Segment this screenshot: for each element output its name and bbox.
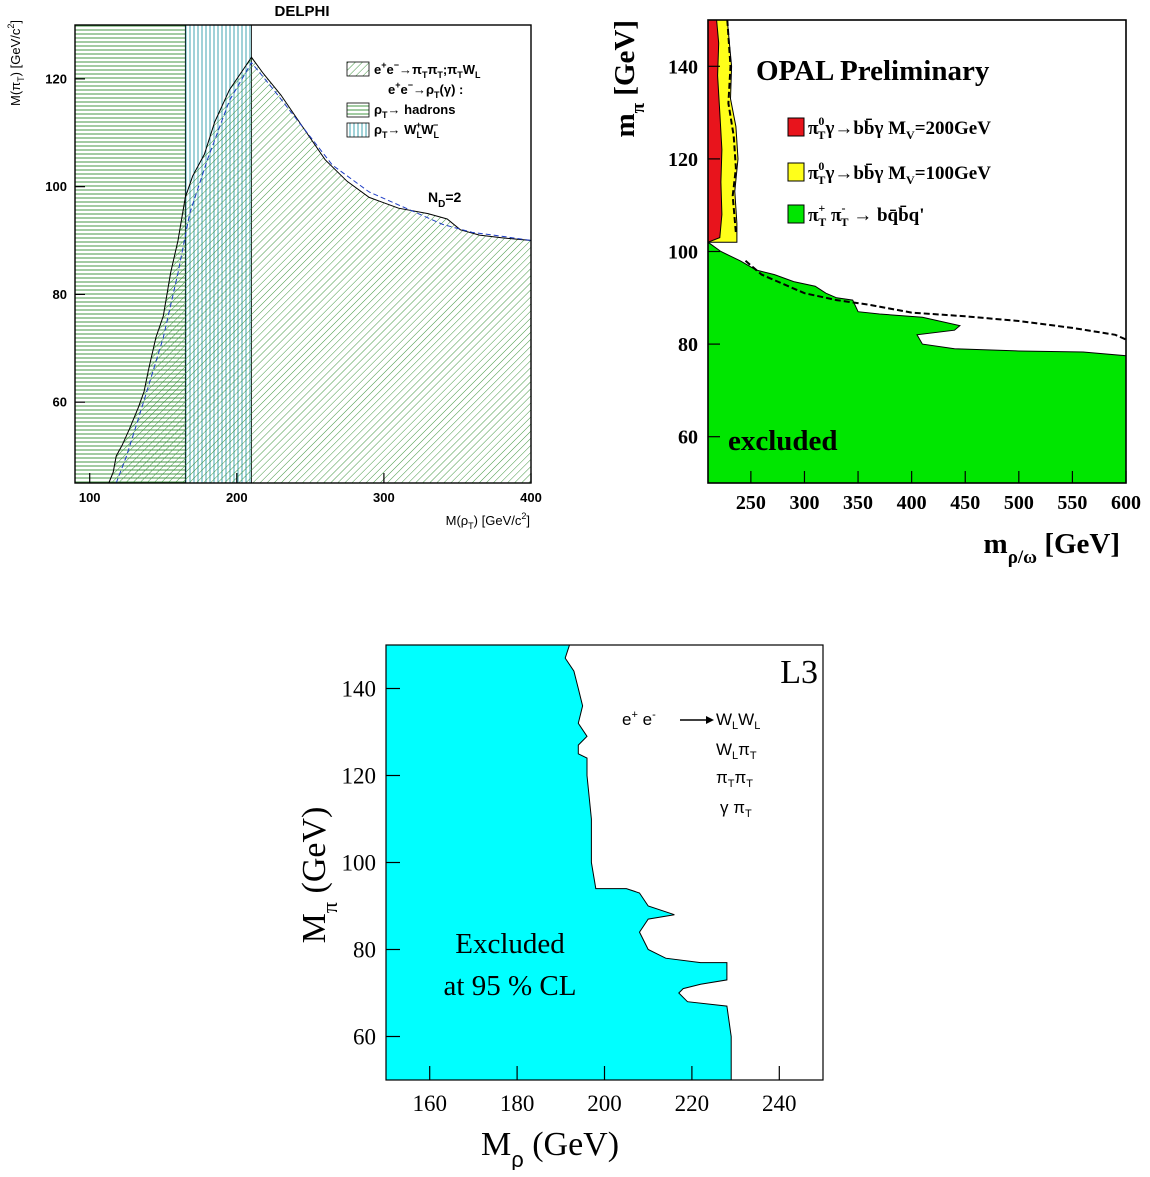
delphi-y-tick-label: 120 [45,71,67,86]
opal-y-tick-label: 100 [668,242,698,264]
l3-y-tick-label: 120 [342,764,377,789]
opal-legend-swatch-green [787,204,805,224]
opal-x-tick-label: 400 [897,492,927,514]
l3-x-axis-label: Mρ (GeV) [481,1126,619,1170]
delphi-region-pipi [108,56,532,484]
l3-annotation-line1: Excluded [455,928,565,960]
delphi-y-tick-label: 60 [53,395,67,410]
opal-x-axis-label: mρ/ω [GeV] [984,528,1120,568]
l3-legend: e+ e- WLWL WLπT πTπT γ πT [622,709,760,820]
delphi-legend-label-pipi: e+e−→πTπT;πTWL [374,60,481,80]
opal-axes: 250 300 350 400 450 500 550 600 60 80 100 120 140 [668,56,1141,514]
l3-title: L3 [780,654,818,691]
delphi-x-axis-label: M(ρT) [GeV/c2] [446,511,530,531]
l3-chart: 160 180 200 220 240 60 80 100 120 140 L3 e+ e- WL… [296,644,824,1170]
opal-chart: 250 300 350 400 450 500 550 600 60 80 100 120 140 OP… [609,19,1141,568]
opal-y-tick-label: 80 [678,334,698,356]
l3-x-tick-label: 200 [587,1091,622,1116]
delphi-expected-line [115,61,532,484]
l3-y-tick-label: 140 [342,677,377,702]
l3-x-tick-label: 160 [412,1091,447,1116]
delphi-x-tick-label: 400 [520,490,542,505]
delphi-x-tick-label: 200 [226,490,248,505]
delphi-legend: e+e−→πTπT;πTWL e+e−→ρT(γ) : ρT→ hadrons … [346,60,481,140]
l3-x-tick-label: 240 [762,1091,797,1116]
l3-legend-process: e+ e- [622,709,656,729]
opal-expected-line-upper [726,19,737,234]
delphi-legend-label-hadrons: ρT→ hadrons [374,102,455,120]
l3-y-tick-label: 100 [342,851,377,876]
l3-y-axis-label: Mπ (GeV) [296,807,342,944]
opal-legend-swatch-red [787,117,805,137]
delphi-y-tick-label: 80 [53,287,67,302]
l3-legend-gammapit: γ πT [720,798,752,820]
opal-x-tick-label: 600 [1111,492,1141,514]
opal-legend-label-red: π0 Tγ→bb̄γ MV=200GeV [808,114,991,142]
opal-x-tick-label: 550 [1057,492,1087,514]
opal-x-tick-label: 300 [789,492,819,514]
opal-y-tick-label: 60 [678,427,698,449]
delphi-frame [74,24,532,484]
delphi-x-tick-label: 300 [373,490,395,505]
opal-expected-line [744,260,1127,341]
opal-title: OPAL Preliminary [756,55,990,87]
delphi-y-tick-label: 100 [45,179,67,194]
l3-x-tick-label: 220 [675,1091,710,1116]
l3-region-excluded [385,644,732,1081]
l3-legend-wlpit: WLπT [716,740,757,762]
delphi-title: DELPHI [274,3,329,20]
delphi-annotation-nd: ND=2 [428,189,462,210]
delphi-y-axis-label: M(πT) [GeV/c2] [6,20,26,106]
l3-annotation-line2: at 95 % CL [444,970,577,1002]
opal-x-tick-label: 350 [843,492,873,514]
delphi-legend-label-wlwl: ρT→ WL+WL− [374,120,439,140]
opal-legend-swatch-yellow [787,162,805,182]
opal-x-tick-label: 250 [736,492,766,514]
delphi-legend-swatch-hadrons [346,102,370,118]
delphi-legend-swatch-wlwl [346,122,370,138]
delphi-chart: DELPHI 100 200 300 400 60 80 100 120 e+e−→πTπT;… [6,3,542,531]
opal-y-tick-label: 140 [668,56,698,78]
l3-y-tick-label: 60 [353,1025,376,1050]
l3-y-tick-label: 80 [353,938,376,963]
opal-x-tick-label: 450 [950,492,980,514]
delphi-legend-swatch-pipi [346,61,370,77]
opal-region-green [707,241,1127,484]
delphi-legend-header-rho: e+e−→ρT(γ) : [388,80,463,100]
delphi-axes: 100 200 300 400 60 80 100 120 [45,71,542,505]
delphi-x-tick-label: 100 [79,490,101,505]
l3-legend-wlwl: WLWL [716,710,760,732]
l3-legend-pitpit: πTπT [716,768,753,790]
opal-y-axis-label: mπ [GeV] [609,20,649,138]
l3-x-tick-label: 180 [500,1091,534,1116]
opal-legend: π0 Tγ→bb̄γ MV=200GeV π0 Tγ→bb̄γ MV=100GeV … [787,114,991,229]
l3-axes: 160 180 200 220 240 60 80 100 120 140 [342,677,797,1116]
opal-x-tick-label: 500 [1004,492,1034,514]
opal-annotation-excluded: excluded [728,425,838,457]
opal-legend-label-yellow: π0 Tγ→bb̄γ MV=100GeV [808,159,991,187]
opal-legend-label-green: π+ T π-T → bq̄b̄q' [808,201,925,229]
l3-legend-arrow-head [706,716,714,724]
opal-y-tick-label: 120 [668,149,698,171]
